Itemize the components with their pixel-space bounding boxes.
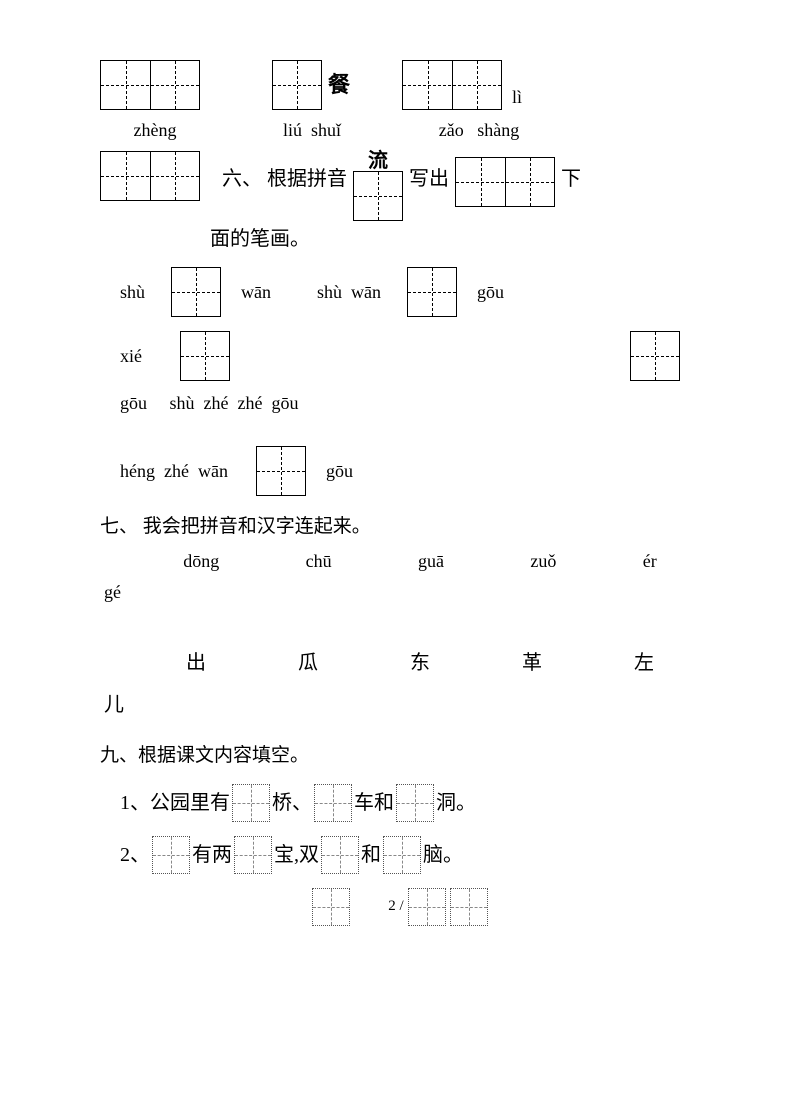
fill-box [312,888,350,926]
section6-row1: shù wān shù wān gōu [100,267,700,317]
fill-box [321,836,359,874]
char-zuo: 左 [634,649,654,677]
section6-title-mid: 写出 [409,151,449,193]
section9-line2: 2、 有两 宝,双 和 脑。 [100,836,700,874]
top-row-1: 餐 lì [100,60,700,110]
pinyin-shu: shù [120,280,145,305]
tianzige-2cell [100,151,200,201]
char-er: 儿 [100,691,700,719]
top-row-3: 六、 根据拼音 流 写出 下 [100,151,700,221]
tianzige-2cell [100,60,200,110]
pinyin-liushui: liú shuǐ [252,118,372,143]
tianzige-1cell [180,331,230,381]
section6-title-end: 下 [561,151,581,193]
section6-row3: gōu shù zhé zhé gōu [100,391,700,416]
pinyin-row4: héng zhé wān [120,459,228,484]
l2-nao: 脑。 [423,841,463,869]
pinyin-zheng: zhèng [100,118,210,143]
char-liu: 流 [368,151,388,171]
pin-gua: guā [418,549,444,574]
pin-dong: dōng [183,549,219,574]
l2-pre: 2、 [120,841,150,869]
fill-box [383,836,421,874]
section6-title-pre: 六、 根据拼音 [222,151,347,193]
tianzige-1cell [256,446,306,496]
pinyin-row3: gōu shù zhé zhé gōu [120,391,298,416]
top-pinyin-row: zhèng liú shuǐ zǎo shàng [100,118,700,143]
fill-box [234,836,272,874]
l2-he: 和 [361,841,381,869]
pin-er: ér [643,549,657,574]
pin-chu: chū [306,549,332,574]
tianzige-1cell [630,331,680,381]
fill-box [450,888,488,926]
fill-box [152,836,190,874]
pin-ge: gé [100,580,700,605]
section6-row2: xié [100,331,700,381]
l1-pre: 1、公园里有 [120,789,230,817]
fill-box [396,784,434,822]
l1-qiao: 桥、 [272,789,312,817]
char-chu: 出 [186,649,206,677]
fill-box [408,888,446,926]
pin-zuo: zuǒ [530,549,556,574]
pinyin-xie: xié [120,344,142,369]
section6-title-line2: 面的笔画。 [170,225,700,253]
pinyin-shuwan: shù wān [317,280,381,305]
section9-line1: 1、公园里有 桥、 车和 洞。 [100,784,700,822]
tianzige-2cell [455,157,555,207]
tianzige-1cell [407,267,457,317]
section7-title: 七、 我会把拼音和汉字连起来。 [100,514,700,541]
pinyin-gou1: gōu [477,280,504,305]
char-gua: 瓜 [298,649,318,677]
l1-dong: 洞。 [436,789,476,817]
char-can: 餐 [328,70,350,101]
tianzige-2cell [402,60,502,110]
l2-bao: 宝,双 [274,841,319,869]
char-dong: 东 [410,649,430,677]
worksheet-page: 餐 lì zhèng liú shuǐ zǎo shàng 六、 根据拼音 流 … [0,0,800,980]
section7-char-row: 出 瓜 东 革 左 [100,649,700,677]
pinyin-li: lì [512,85,522,110]
char-ge: 革 [522,649,542,677]
section7-pinyin-row: dōng chū guā zuǒ ér [100,549,700,574]
section9-title: 九、根据课文内容填空。 [100,743,700,770]
fill-box [232,784,270,822]
pinyin-zaoshang: zǎo shàng [404,118,554,143]
section9-line3: 2 / [100,888,700,926]
pinyin-gou2: gōu [326,459,353,484]
section6-row4: héng zhé wān gōu [100,446,700,496]
l2-you: 有两 [192,841,232,869]
l1-che: 车和 [354,789,394,817]
fill-box [314,784,352,822]
pinyin-wan: wān [241,280,271,305]
tianzige-1cell [353,171,403,221]
page-number: 2 / [388,896,403,917]
tianzige-1cell [171,267,221,317]
tianzige-1cell [272,60,322,110]
